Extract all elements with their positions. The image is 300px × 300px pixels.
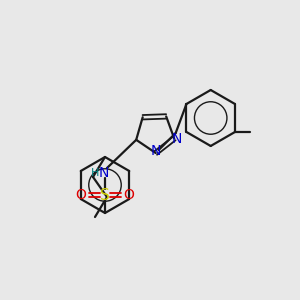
Text: S: S [100,188,110,202]
Text: N: N [172,131,182,146]
Text: O: O [76,188,86,202]
Text: N: N [99,166,109,180]
Text: O: O [124,188,134,202]
Text: N: N [151,144,161,158]
Text: H: H [91,168,99,178]
